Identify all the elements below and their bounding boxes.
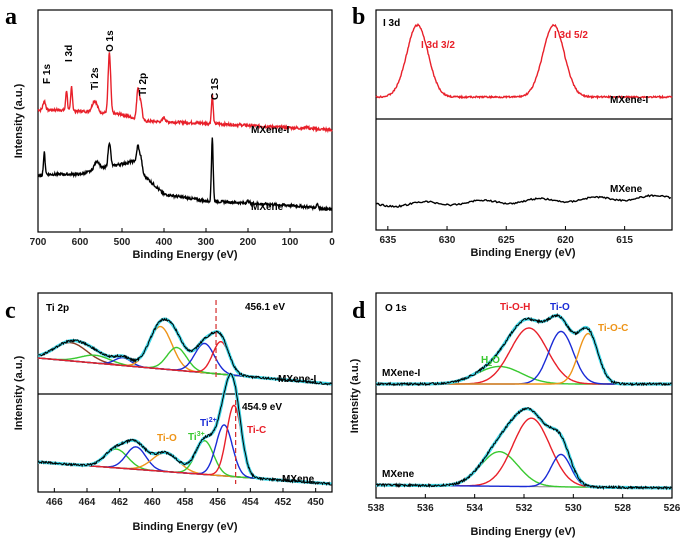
x-tick-label: 530 xyxy=(565,503,582,514)
label-tio: Ti-O xyxy=(157,433,177,444)
label-tioh: Ti-O-H xyxy=(500,302,530,313)
panel-a-xlabel: Binding Energy (eV) xyxy=(132,249,237,261)
x-tick-label: 454 xyxy=(242,497,259,508)
x-tick-label: 534 xyxy=(466,503,483,514)
panel-b-plot xyxy=(375,23,673,208)
x-tick-label: 700 xyxy=(30,237,47,248)
fit-component-red xyxy=(376,417,672,489)
raw-data-line xyxy=(37,372,332,486)
raw-data-line xyxy=(38,317,332,386)
series-line-mxene-i xyxy=(375,23,673,100)
label-c1s: C 1S xyxy=(210,77,221,100)
x-tick-label: 466 xyxy=(46,497,63,508)
label-i3d52: I 3d 5/2 xyxy=(554,30,588,41)
x-tick-label: 450 xyxy=(307,497,324,508)
x-tick-label: 620 xyxy=(557,235,574,246)
label-c-mxenei: MXene-I xyxy=(278,374,317,385)
label-ti2s: Ti 2s xyxy=(90,67,101,90)
series-line-mxene-i xyxy=(37,52,333,134)
panel-a-xticks: 700 600 500 400 300 200 100 0 xyxy=(30,228,335,248)
panel-c-frame xyxy=(37,292,333,493)
label-ti3: Ti3+ xyxy=(188,431,205,443)
panel-b-title: I 3d xyxy=(383,18,400,29)
panel-b-xticks: 635 630 625 620 615 xyxy=(379,226,633,246)
raw-data-line xyxy=(375,312,672,387)
fit-component-green xyxy=(376,451,672,489)
label-i3d: I 3d xyxy=(64,45,75,62)
panel-letter-d: d xyxy=(352,298,366,324)
panel-a-ylabel: Intensity (a.u.) xyxy=(13,83,25,158)
panel-a-frame xyxy=(37,9,333,233)
panel-d-xlabel: Binding Energy (eV) xyxy=(470,526,575,538)
label-b-mxenei: MXene-I xyxy=(610,95,649,106)
panel-letter-c: c xyxy=(5,298,16,324)
label-f1s: F 1s xyxy=(42,64,53,84)
x-tick-label: 462 xyxy=(111,497,128,508)
panel-c-xlabel: Binding Energy (eV) xyxy=(132,521,237,533)
x-tick-label: 464 xyxy=(79,497,96,508)
x-tick-label: 538 xyxy=(368,503,385,514)
label-tioc: Ti-O-C xyxy=(598,323,628,334)
x-tick-label: 615 xyxy=(616,235,633,246)
panel-letter-a: a xyxy=(5,4,17,30)
x-tick-label: 500 xyxy=(114,237,131,248)
x-tick-label: 100 xyxy=(282,237,299,248)
panel-d-xticks: 538 536 534 532 530 528 526 xyxy=(368,494,681,514)
x-tick-label: 635 xyxy=(379,235,396,246)
series-line-mxene xyxy=(37,137,333,212)
x-tick-label: 200 xyxy=(240,237,257,248)
x-tick-label: 400 xyxy=(156,237,173,248)
label-h2o: H2O xyxy=(481,355,500,368)
label-4549: 454.9 eV xyxy=(242,402,282,413)
series-line-mxene xyxy=(375,194,672,208)
label-b-mxene: MXene xyxy=(610,184,643,195)
label-tio-d: Ti-O xyxy=(550,302,570,313)
raw-data-line xyxy=(375,407,672,491)
fit-component-red xyxy=(38,404,332,485)
label-d-mxene: MXene xyxy=(382,469,415,480)
x-tick-label: 452 xyxy=(275,497,292,508)
label-c-mxene: MXene xyxy=(282,474,315,485)
x-tick-label: 625 xyxy=(498,235,515,246)
x-tick-label: 528 xyxy=(614,503,631,514)
label-a-mxene: MXene xyxy=(251,202,284,213)
label-ti2p: Ti 2p xyxy=(138,73,149,96)
x-tick-label: 526 xyxy=(664,503,681,514)
panel-b-frame xyxy=(375,9,673,231)
label-4561: 456.1 eV xyxy=(245,302,285,313)
fit-envelope xyxy=(376,407,672,490)
x-tick-label: 532 xyxy=(516,503,533,514)
panel-c-ylabel: Intensity (a.u.) xyxy=(13,355,25,430)
panel-c-title: Ti 2p xyxy=(46,303,69,314)
x-tick-label: 458 xyxy=(177,497,194,508)
x-tick-label: 460 xyxy=(144,497,161,508)
label-o1s: O 1s xyxy=(105,30,116,52)
x-tick-label: 0 xyxy=(329,237,335,248)
panel-letter-b: b xyxy=(352,4,365,30)
x-tick-label: 630 xyxy=(439,235,456,246)
x-tick-label: 536 xyxy=(417,503,434,514)
label-tic: Ti-C xyxy=(247,425,266,436)
panel-b-xlabel: Binding Energy (eV) xyxy=(470,247,575,259)
panel-d-plot xyxy=(375,312,672,491)
panel-c-plot xyxy=(37,300,332,486)
x-tick-label: 456 xyxy=(209,497,226,508)
label-ti2: Ti2+ xyxy=(200,417,217,429)
x-tick-label: 600 xyxy=(72,237,89,248)
x-tick-label: 300 xyxy=(198,237,215,248)
label-a-mxenei: MXene-I xyxy=(251,125,290,136)
panel-a-plot xyxy=(37,52,333,212)
panel-d-ylabel: Intensity (a.u.) xyxy=(349,358,361,433)
label-i3d32: I 3d 3/2 xyxy=(421,40,455,51)
panel-d-title: O 1s xyxy=(385,303,407,314)
label-d-mxenei: MXene-I xyxy=(382,368,421,379)
panel-c-xticks: 466 464 462 460 458 456 454 452 450 xyxy=(46,488,324,508)
